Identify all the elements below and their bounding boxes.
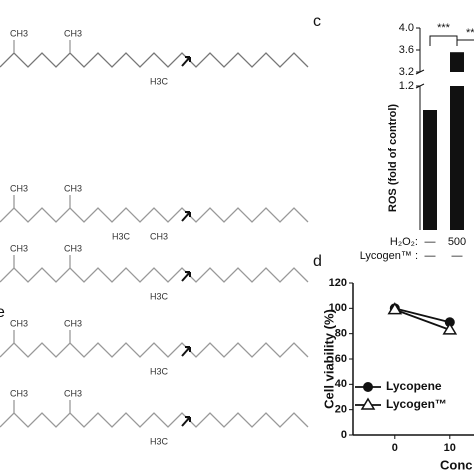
atom-label: CH3 bbox=[64, 318, 82, 328]
atom-label: CH3 bbox=[10, 318, 28, 328]
y-tick-label: 3.6 bbox=[399, 44, 414, 56]
y-tick-label: 40 bbox=[335, 378, 347, 390]
atom-label: CH3 bbox=[64, 183, 82, 193]
atom-label: CH3 bbox=[64, 388, 82, 398]
x-axis-label: Conc bbox=[440, 457, 473, 472]
marker bbox=[442, 322, 458, 335]
legend-label: Lycogen™ bbox=[386, 397, 447, 411]
arrow bbox=[181, 271, 191, 282]
arrow bbox=[181, 416, 191, 427]
atom-label: H3C bbox=[150, 436, 169, 446]
atom-label: CH3 bbox=[10, 388, 28, 398]
series-line bbox=[394, 308, 451, 331]
row-value: — bbox=[425, 250, 436, 262]
molecule-chain bbox=[0, 412, 309, 428]
y-axis-label: ROS (fold of control) bbox=[387, 104, 399, 212]
molecule-chain bbox=[0, 342, 309, 358]
atom-label: H3C bbox=[150, 366, 169, 376]
x-tick-label: 0 bbox=[392, 442, 398, 454]
atom-label: CH3 bbox=[10, 28, 28, 38]
row-value: — bbox=[425, 236, 436, 248]
y-tick-label: 100 bbox=[329, 302, 347, 314]
molecule-chain bbox=[0, 52, 309, 68]
legend-label: Lycopene bbox=[386, 379, 442, 393]
bar bbox=[450, 86, 464, 230]
series-line bbox=[394, 307, 451, 324]
y-tick-label: 1.2 bbox=[399, 80, 414, 92]
row-value: 500 bbox=[448, 236, 466, 248]
x-tick-label: 10 bbox=[444, 442, 456, 454]
significance-bracket bbox=[456, 39, 474, 46]
atom-label: CH3 bbox=[150, 231, 168, 241]
marker bbox=[387, 302, 403, 315]
y-tick-label: 20 bbox=[335, 404, 347, 416]
arrow bbox=[181, 211, 191, 222]
atom-label: CH3 bbox=[64, 28, 82, 38]
significance-label: *** bbox=[437, 22, 451, 34]
atom-label: H3C bbox=[112, 231, 131, 241]
y-tick-label: 60 bbox=[335, 353, 347, 365]
atom-label: H3C bbox=[150, 76, 169, 86]
significance-bracket bbox=[429, 35, 458, 46]
panel-label: e bbox=[0, 304, 5, 321]
bar-upper bbox=[450, 52, 464, 72]
significance-label: ** bbox=[466, 27, 474, 39]
row-label: H₂O₂: bbox=[390, 236, 418, 248]
y-tick-label: 0 bbox=[341, 429, 347, 441]
row-label: Lycogen™ : bbox=[360, 250, 418, 262]
y-tick-label: 120 bbox=[329, 277, 347, 289]
bar bbox=[423, 110, 437, 230]
atom-label: CH3 bbox=[64, 243, 82, 253]
y-tick-label: 3.2 bbox=[399, 66, 414, 78]
atom-label: CH3 bbox=[10, 243, 28, 253]
row-value: — bbox=[452, 250, 463, 262]
legend-marker bbox=[360, 397, 376, 410]
atom-label: CH3 bbox=[10, 183, 28, 193]
y-tick-label: 4.0 bbox=[399, 22, 414, 34]
arrow bbox=[181, 346, 191, 357]
marker bbox=[444, 317, 455, 328]
arrow bbox=[181, 56, 191, 67]
atom-label: H3C bbox=[150, 291, 169, 301]
molecule-chain bbox=[0, 267, 309, 283]
panel-label: c bbox=[313, 13, 321, 30]
y-axis-label: Cell viability (%) bbox=[321, 309, 336, 409]
y-tick-label: 80 bbox=[335, 328, 347, 340]
panel-label: d bbox=[313, 253, 322, 270]
molecule-chain bbox=[0, 207, 309, 223]
legend-marker bbox=[363, 382, 373, 392]
